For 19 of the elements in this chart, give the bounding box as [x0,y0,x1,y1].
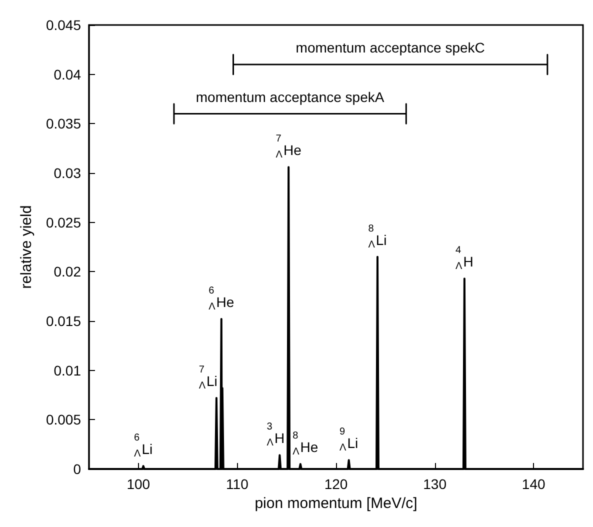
annotation: momentum acceptance spekC [296,39,485,56]
y-tick-label: 0 [73,461,82,477]
x-tick-label: 110 [226,476,249,492]
y-axis-title: relative yield [18,205,35,289]
y-tick-label: 0.015 [46,313,82,329]
y-tick-label: 0.005 [46,412,82,428]
x-tick-label: 100 [126,476,150,492]
x-axis-title: pion momentum [MeV/c] [254,494,418,512]
y-tick-label: 0.04 [54,66,82,82]
x-tick-label: 120 [324,476,348,492]
y-tick-label: 0.02 [54,264,82,280]
y-tick-label: 0.045 [46,17,82,33]
y-tick-label: 0.03 [54,165,82,181]
y-tick-label: 0.01 [54,362,82,378]
y-tick-label: 0.035 [46,116,82,132]
y-tick-label: 0.025 [46,214,82,230]
annotation: momentum acceptance spekA [196,88,385,105]
x-tick-label: 140 [522,476,546,492]
x-tick-label: 130 [423,476,447,492]
